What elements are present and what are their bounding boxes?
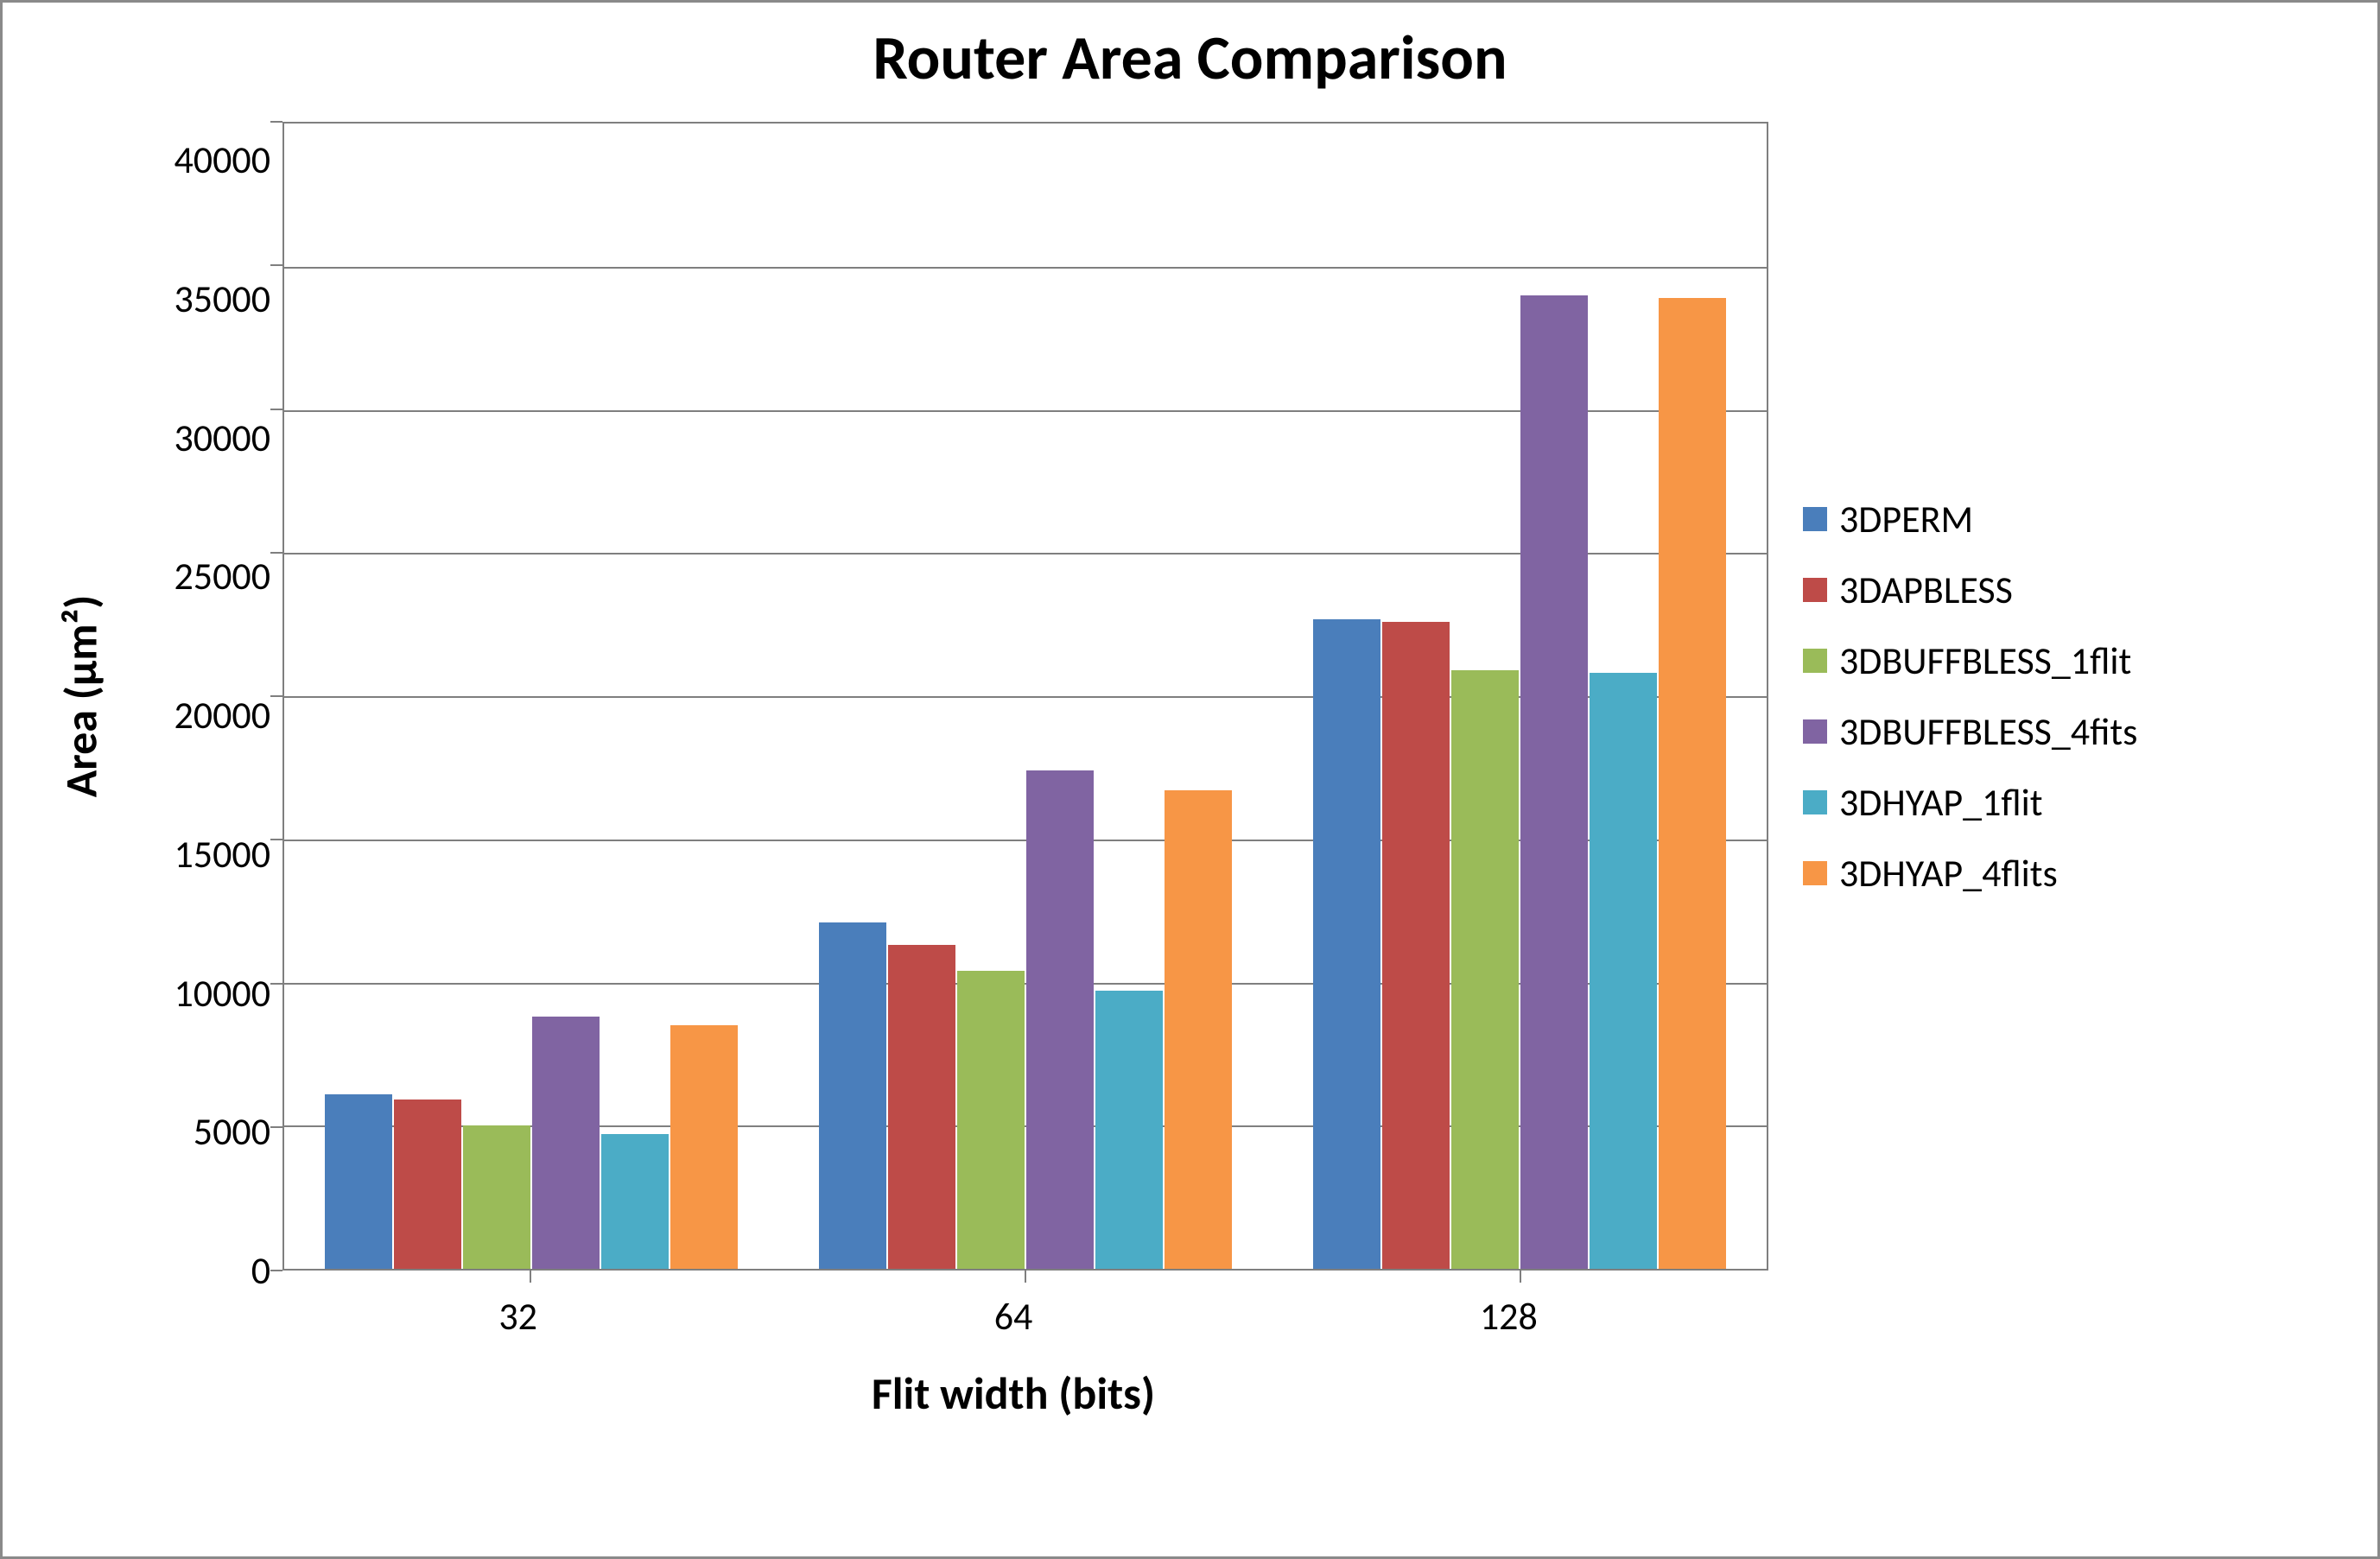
bar	[1165, 790, 1232, 1269]
legend-item: 3DPERM	[1803, 496, 2137, 542]
bar-group	[1273, 124, 1767, 1269]
ytick-mark	[270, 839, 282, 840]
bar	[1382, 622, 1450, 1269]
ytick-label: 30000	[174, 419, 270, 457]
legend-label: 3DAPBLESS	[1839, 567, 2013, 613]
ytick-mark	[270, 264, 282, 266]
ytick-label: 35000	[174, 280, 270, 318]
plot-area	[282, 122, 1768, 1271]
legend-swatch	[1803, 790, 1827, 814]
ytick-mark	[270, 121, 282, 123]
legend-swatch	[1803, 578, 1827, 602]
chart-body: Area (µm²) 40000 35000 30000 25000 20000 1500…	[37, 122, 2343, 1271]
ytick-mark	[270, 1270, 282, 1271]
bar	[601, 1134, 669, 1269]
xaxis-label: Flit width (bits)	[270, 1366, 1756, 1421]
ytick-label: 40000	[174, 141, 270, 179]
legend: 3DPERM 3DAPBLESS 3DBUFFBLESS_1flit 3DBUFFBL…	[1768, 122, 2137, 1271]
yaxis-label: Area (µm²)	[53, 595, 108, 798]
bars-layer	[284, 124, 1767, 1269]
xtick-mark	[1520, 1271, 1521, 1283]
ytick-mark	[270, 552, 282, 554]
ytick-mark	[270, 695, 282, 697]
legend-item: 3DBUFFBLESS_4fits	[1803, 708, 2137, 755]
bar	[532, 1017, 600, 1269]
xtick-label: 32	[270, 1293, 765, 1340]
bar	[325, 1094, 392, 1269]
bar	[394, 1100, 461, 1269]
ytick-mark	[270, 1126, 282, 1128]
bar	[670, 1025, 738, 1269]
xtick-mark	[530, 1271, 531, 1283]
legend-swatch	[1803, 649, 1827, 673]
chart-title: Router Area Comparison	[37, 20, 2343, 96]
xtick-row: 3264128	[270, 1293, 1756, 1340]
ytick-label: 20000	[174, 696, 270, 734]
legend-label: 3DBUFFBLESS_4fits	[1839, 708, 2137, 755]
legend-swatch	[1803, 861, 1827, 885]
bar	[888, 945, 955, 1269]
bar	[463, 1125, 530, 1269]
bar	[819, 922, 886, 1269]
bar	[1520, 295, 1588, 1269]
ytick-mark	[270, 983, 282, 985]
plot-wrap	[282, 122, 1768, 1271]
bar	[1451, 670, 1519, 1269]
ytick-label: 10000	[174, 974, 270, 1012]
legend-item: 3DAPBLESS	[1803, 567, 2137, 613]
ytick-label: 0	[251, 1252, 270, 1290]
bar-group	[284, 124, 778, 1269]
ytick-mark	[270, 409, 282, 410]
xtick-label: 128	[1261, 1293, 1756, 1340]
bar	[1590, 673, 1657, 1269]
legend-label: 3DPERM	[1839, 496, 1973, 542]
ytick-column: 4000035000300002500020000150001000050000	[124, 122, 282, 1271]
yaxis-label-wrap: Area (µm²)	[37, 122, 124, 1271]
legend-item: 3DHYAP_4flits	[1803, 850, 2137, 897]
bar	[957, 971, 1025, 1269]
legend-item: 3DHYAP_1flit	[1803, 779, 2137, 826]
legend-swatch	[1803, 507, 1827, 531]
chart-frame: Router Area Comparison Area (µm²) 40000 3…	[0, 0, 2380, 1559]
legend-label: 3DBUFFBLESS_1flit	[1839, 637, 2131, 684]
bar-group	[778, 124, 1273, 1269]
bar	[1026, 770, 1094, 1269]
legend-label: 3DHYAP_1flit	[1839, 779, 2043, 826]
legend-label: 3DHYAP_4flits	[1839, 850, 2058, 897]
ytick-label: 15000	[174, 835, 270, 873]
legend-item: 3DBUFFBLESS_1flit	[1803, 637, 2137, 684]
legend-swatch	[1803, 719, 1827, 744]
xtick-label: 64	[765, 1293, 1260, 1340]
bar	[1313, 619, 1380, 1270]
ytick-label: 5000	[194, 1112, 270, 1150]
bar	[1659, 298, 1726, 1269]
xtick-mark	[1025, 1271, 1026, 1283]
ytick-label: 25000	[174, 557, 270, 595]
bar	[1095, 991, 1163, 1269]
